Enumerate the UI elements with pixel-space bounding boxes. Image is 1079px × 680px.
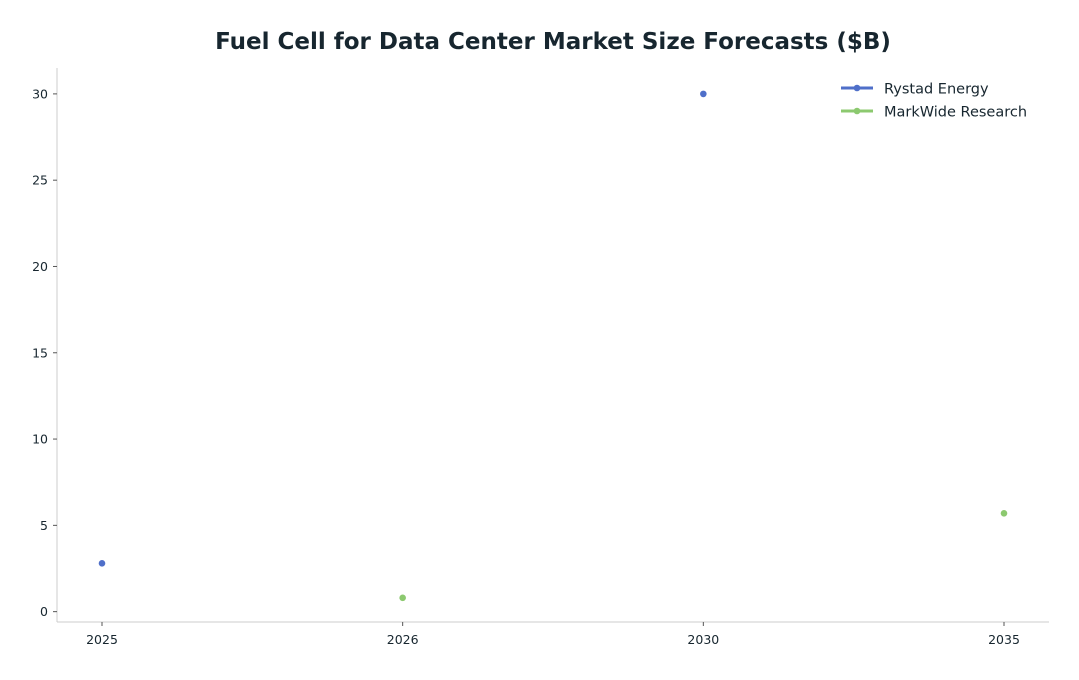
legend-marker-1 (853, 107, 861, 115)
legend-label-0: Rystad Energy (884, 82, 989, 98)
data-point-series-0-1 (700, 90, 707, 98)
data-point-series-0-0 (98, 560, 106, 567)
y-tick-label-3: 15 (32, 345, 48, 360)
data-point-series-1-0 (399, 594, 406, 602)
y-tick-label-5: 25 (32, 173, 48, 188)
legend-marker-0 (853, 84, 861, 92)
legend-label-1: MarkWide Research (884, 105, 1027, 121)
data-points (98, 90, 1008, 602)
y-ticks: 0 5 10 15 20 25 30 (32, 86, 57, 619)
x-tick-label-0: 2025 (86, 632, 118, 647)
y-tick-label-1: 5 (40, 518, 48, 533)
legend: Rystad Energy MarkWide Research (841, 82, 1027, 121)
chart-title: Fuel Cell for Data Center Market Size Fo… (215, 29, 891, 55)
y-tick-label-2: 10 (32, 432, 48, 447)
x-tick-label-3: 2035 (988, 632, 1020, 647)
x-tick-label-2: 2030 (687, 632, 719, 647)
data-point-series-1-1 (1000, 509, 1008, 517)
y-tick-label-6: 30 (32, 86, 48, 101)
x-tick-label-1: 2026 (387, 632, 419, 647)
y-tick-label-4: 20 (32, 259, 48, 274)
x-ticks: 2025 2026 2030 2035 (86, 622, 1020, 647)
y-tick-label-0: 0 (40, 604, 48, 619)
